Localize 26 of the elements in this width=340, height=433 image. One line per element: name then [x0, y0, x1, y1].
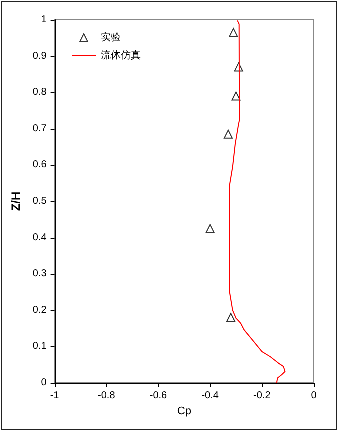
point — [206, 224, 215, 234]
y-tick-label: 0.2 — [32, 304, 48, 316]
y-tick-label: 0.9 — [32, 50, 48, 62]
point — [224, 130, 233, 139]
y-tick-label: 0.7 — [32, 123, 48, 134]
x-tick-label: -1 — [50, 390, 60, 402]
point — [226, 313, 236, 322]
x-axis-title: Cp — [177, 405, 192, 418]
y-tick-label: 0.3 — [32, 268, 48, 280]
y-tick-label: 0.6 — [32, 160, 48, 171]
y-tick-label: 0.8 — [32, 87, 48, 98]
y-tick-label: 1 — [41, 14, 48, 26]
legend-label: 流体仿真 — [101, 50, 141, 62]
x-tick-label: 0 — [311, 390, 318, 402]
y-tick-label: 0.5 — [32, 196, 48, 207]
x-tick-label: -0.2 — [254, 390, 272, 402]
y-tick-label: 0 — [41, 378, 48, 388]
x-tick-label: -0.6 — [150, 390, 168, 402]
x-tick-label: -0.8 — [98, 390, 116, 402]
x-tick-label: -0.4 — [202, 390, 220, 402]
point — [232, 92, 241, 101]
y-axis-title: Z/H — [9, 192, 23, 212]
point — [229, 28, 238, 38]
legend-label: 实验 — [101, 32, 121, 44]
y-tick-label: 0.4 — [32, 232, 48, 244]
y-tick-label: 0.1 — [32, 341, 48, 352]
